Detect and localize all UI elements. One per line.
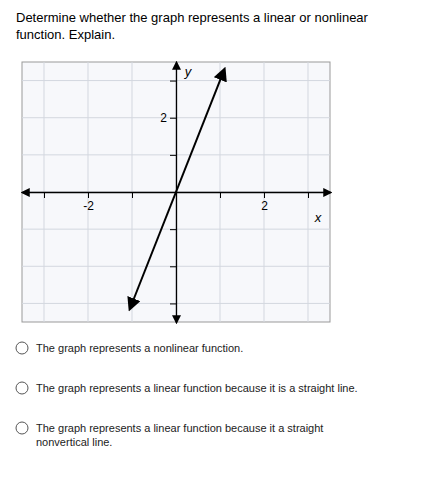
x-axis-tick <box>308 192 309 198</box>
data-line <box>130 69 225 309</box>
y-axis-tick-mark <box>170 118 176 119</box>
x-axis-tick: -2 <box>83 192 94 213</box>
x-axis-tick-mark <box>88 192 89 198</box>
y-axis-tick-mark <box>170 303 176 304</box>
y-axis-tick <box>170 266 176 267</box>
y-axis-tick-mark <box>170 155 176 156</box>
x-axis-title: x <box>314 210 322 225</box>
x-axis-tick <box>132 192 133 198</box>
option-text: nonvertical line. <box>36 436 112 448</box>
option-text: The graph represents a nonlinear functio… <box>36 342 243 354</box>
grid <box>22 62 330 322</box>
y-axis-title: y <box>184 64 193 79</box>
x-axis-tick-label: -2 <box>83 199 94 213</box>
chart: Determine whether the graph represents a… <box>0 0 434 482</box>
y-axis-tick-label: 2 <box>160 111 167 125</box>
x-axis-tick-mark <box>132 192 133 198</box>
data-marks <box>130 69 225 309</box>
y-axis-tick-mark <box>170 229 176 230</box>
title-line: function. Explain. <box>16 27 115 42</box>
title: Determine whether the graph represents a… <box>16 10 369 42</box>
x-axis-tick <box>44 192 45 198</box>
title-line: Determine whether the graph represents a… <box>16 10 369 25</box>
y-axis-tick <box>170 155 176 156</box>
option-radio <box>16 422 28 434</box>
option-text: The graph represents a linear function b… <box>36 382 358 394</box>
x-axis-tick-mark <box>308 192 309 198</box>
options: The graph represents a nonlinear functio… <box>16 342 358 448</box>
y-axis-tick <box>170 303 176 304</box>
y-axis-tick-mark <box>170 266 176 267</box>
y-axis-tick <box>170 81 176 82</box>
y-axis-tick-mark <box>170 81 176 82</box>
x-axis-tick <box>220 192 221 198</box>
plot-frame <box>22 62 330 322</box>
y-axis-tick: 2 <box>160 111 176 125</box>
y-axis-tick <box>170 229 176 230</box>
option-radio <box>16 382 28 394</box>
option-radio <box>16 342 28 354</box>
option-text: The graph represents a linear function b… <box>36 422 323 434</box>
x-axis-tick-mark <box>264 192 265 198</box>
y-axis: 2 <box>160 63 176 323</box>
x-axis-tick-mark <box>44 192 45 198</box>
x-axis-tick-label: 2 <box>261 199 268 213</box>
x-axis-tick-mark <box>220 192 221 198</box>
x-axis-tick: 2 <box>261 192 268 213</box>
